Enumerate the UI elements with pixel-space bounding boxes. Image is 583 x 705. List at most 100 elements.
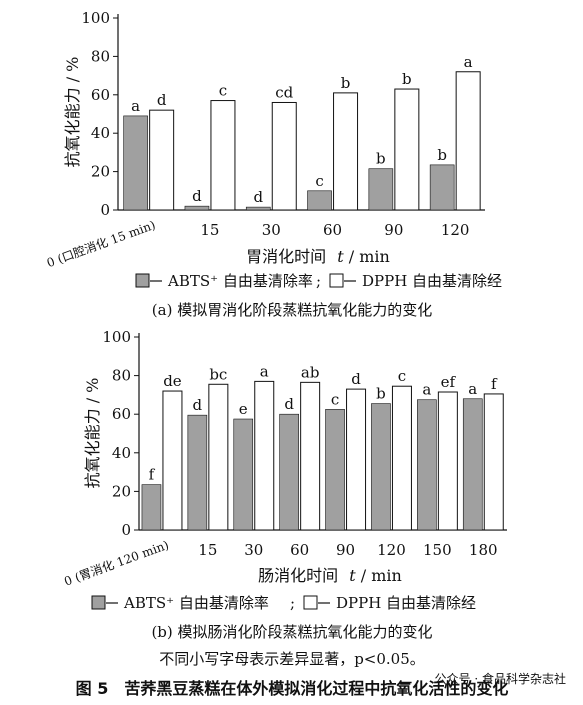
chart-b-significance-letter: a (260, 362, 269, 380)
chart-a-y-tick-label: 40 (91, 124, 110, 142)
chart-a-x-tick-label: 90 (384, 221, 403, 239)
chart-a-bar-abts (184, 205, 210, 211)
chart-a-subtitle: (a) 模拟胃消化阶段蒸糕抗氧化能力的变化 (152, 301, 432, 319)
chart-a-bar-abts (123, 115, 148, 211)
chart-a-significance-letter: c (219, 82, 227, 100)
chart-a-bar-dpph (149, 109, 175, 211)
chart-b-bar-dpph (483, 393, 504, 531)
chart-b-x-tick-label: 60 (290, 541, 309, 559)
chart-a-significance-letter: a (464, 53, 473, 71)
chart-b-significance-letter: d (284, 395, 294, 413)
chart-b-legend-dpph-label: DPPH 自由基清除经 (336, 594, 476, 612)
chart-b-significance-letter: ef (441, 373, 457, 391)
chart-b-bar-abts (417, 399, 437, 531)
chart-b-xlabel: 肠消化时间 t / min (258, 566, 402, 585)
chart-a-xlabel: 胃消化时间 t / min (246, 247, 390, 266)
chart-b-significance-letter: c (398, 367, 406, 385)
chart-a-bar-dpph (394, 88, 420, 211)
chart-b-legend-separator: ; (290, 594, 295, 612)
chart-b-legend: ABTS⁺ 自由基清除率 ; DPPH 自由基清除经 (91, 594, 476, 612)
chart-b-x-tick-label: 150 (423, 541, 452, 559)
chart-b-x-tick-label: 30 (244, 541, 263, 559)
chart-b-y-tick-label: 20 (112, 482, 131, 500)
chart-b-bar-dpph (346, 388, 367, 531)
chart-b-bar-abts (279, 413, 299, 531)
chart-b-bar-abts (233, 418, 254, 531)
chart-b-significance-letter: e (239, 400, 248, 418)
chart-a-xlabel-unit: / min (349, 247, 390, 266)
chart-b-x-tick-label: 0 (胃消化 120 min) (62, 538, 170, 589)
chart-a-x-tick-label: 0 (口腔消化 15 min) (44, 217, 157, 270)
chart-a-significance-letter: b (341, 74, 351, 92)
chart-b-bar-dpph (208, 383, 229, 531)
chart-a-bar-dpph (210, 100, 236, 211)
chart-b-ylabel: 抗氧化能力 / % (83, 378, 102, 489)
chart-a-legend-dpph-swatch (329, 273, 344, 288)
chart-b-legend-abts-swatch (91, 595, 106, 610)
chart-b-significance-letter: d (351, 370, 361, 388)
figure-caption: 图 5 苦荞黑豆蒸糕在体外模拟消化过程中抗氧化活性的变化 (76, 679, 509, 698)
chart-b-subtitle: (b) 模拟肠消化阶段蒸糕抗氧化能力的变化 (151, 623, 432, 641)
chart-b-y-tick-label: 40 (112, 444, 131, 462)
chart-a-significance-letter: c (315, 172, 323, 190)
chart-a-significance-letter: a (131, 97, 140, 115)
chart-b-significance-letter: de (163, 372, 182, 390)
chart-b-bar-dpph (162, 390, 183, 531)
chart-b-bar-abts (371, 403, 391, 531)
chart-b-bar-abts (141, 484, 162, 531)
chart-a-xlabel-var: t (337, 247, 344, 266)
chart-b-significance-letter: a (468, 380, 477, 398)
chart-a-significance-letter: d (253, 188, 263, 206)
chart-b-bar-dpph (300, 381, 321, 531)
chart-a-xlabel-prefix: 胃消化时间 (246, 247, 326, 266)
chart-b-bar-dpph (254, 380, 275, 531)
chart-a-significance-letter: b (402, 70, 412, 88)
chart-b-bar-dpph (391, 385, 412, 531)
chart-a: 0 20 40 60 80 100 抗氧化能力 / % 胃消化时间 t / min ABT… (44, 9, 502, 319)
chart-b-significance-letter: d (193, 396, 203, 414)
chart-a-legend: ABTS⁺ 自由基清除率 ; DPPH 自由基清除经 (135, 272, 502, 290)
chart-b-y-tick-label: 0 (121, 521, 131, 539)
chart-a-significance-letter: b (376, 150, 386, 168)
chart-b-y-tick-label: 80 (112, 367, 131, 385)
chart-b-xlabel-var: t (349, 566, 356, 585)
figure-note: 不同小写字母表示差异显著，p<0.05。 (159, 650, 425, 668)
watermark: 公众号 · 食品科学杂志社 (435, 671, 566, 686)
chart-a-legend-abts-swatch (135, 273, 150, 288)
chart-a-bar-dpph (333, 92, 359, 211)
chart-b-significance-letter: c (331, 390, 339, 408)
chart-a-bar-abts (429, 164, 455, 211)
chart-b-bar-abts (187, 414, 208, 531)
chart-b-significance-letter: ab (301, 363, 320, 381)
chart-b-bar-abts (325, 409, 345, 531)
chart-b-y-tick-label: 60 (112, 405, 131, 423)
chart-b-bar-abts (462, 398, 483, 531)
chart-b-axes: 0 20 40 60 80 100 (102, 328, 507, 539)
chart-a-bar-dpph (271, 101, 297, 211)
chart-b-legend-dpph-swatch (303, 595, 318, 610)
chart-b-legend-abts-label: ABTS⁺ 自由基清除率 (123, 594, 269, 612)
chart-b-x-tick-label: 120 (377, 541, 406, 559)
chart-b-significance-letter: f (149, 466, 156, 484)
chart-a-axes: 0 20 40 60 80 100 (81, 9, 485, 219)
chart-a-significance-letter: d (157, 91, 167, 109)
chart-a-bar-abts (307, 190, 332, 211)
chart-a-bar-abts (368, 168, 394, 211)
chart-b-significance-letter: b (376, 385, 386, 403)
chart-a-significance-letter: b (437, 146, 447, 164)
chart-a-y-tick-label: 100 (81, 9, 110, 27)
chart-a-y-tick-label: 0 (100, 201, 110, 219)
chart-a-bar-dpph (455, 71, 481, 211)
chart-b-x-tick-label: 90 (336, 541, 355, 559)
chart-b-xlabel-prefix: 肠消化时间 (258, 566, 338, 585)
chart-a-bar-abts (245, 206, 271, 211)
chart-b: 0 20 40 60 80 100 抗氧化能力 / % 肠消化时间 t / min ABT… (62, 328, 507, 641)
chart-b-xlabel-unit: / min (361, 566, 402, 585)
chart-b-x-tick-label: 180 (469, 541, 498, 559)
chart-a-x-tick-label: 60 (323, 221, 342, 239)
chart-a-legend-separator: ; (316, 272, 321, 290)
chart-b-significance-letter: bc (209, 365, 227, 383)
chart-a-legend-abts-label: ABTS⁺ 自由基清除率 (167, 272, 313, 290)
chart-b-y-tick-label: 100 (102, 328, 131, 346)
